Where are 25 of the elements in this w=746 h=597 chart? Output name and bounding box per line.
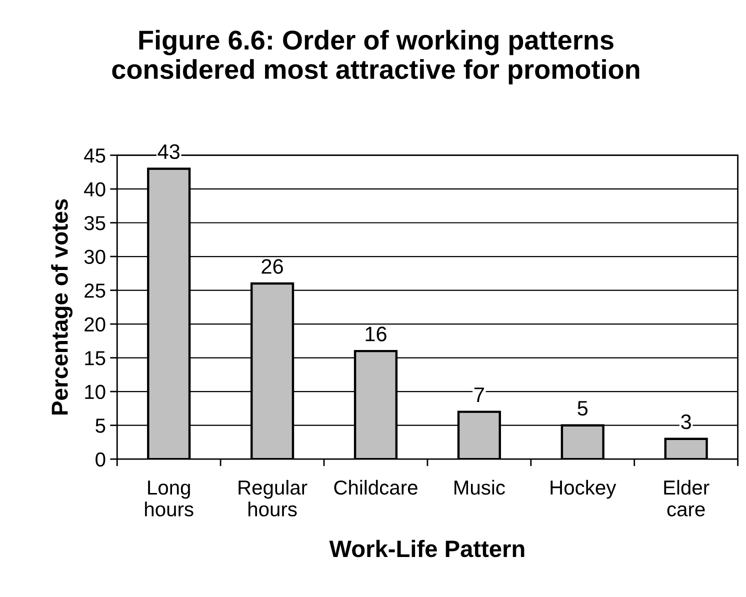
y-tick-label: 35 — [84, 216, 106, 230]
x-tick-label: Hockey — [550, 480, 616, 499]
y-tick-label: 15 — [85, 351, 106, 366]
x-tick-label: Childcare — [334, 480, 418, 495]
y-tick-label: 40 — [84, 182, 106, 196]
data-label: 16 — [366, 326, 386, 342]
y-tick-label: 20 — [84, 317, 106, 332]
y-tick-label: 10 — [85, 384, 106, 400]
x-tick-label: Elder care — [664, 480, 710, 516]
x-tick-label: Music — [454, 480, 505, 495]
x-axis-title: Work-Life Pattern — [329, 540, 524, 558]
data-label: 3 — [681, 414, 691, 430]
y-axis-title: Percentage of votes — [51, 199, 72, 415]
y-tick-label: 0 — [96, 452, 106, 467]
data-label: 43 — [158, 144, 180, 160]
data-label: 7 — [474, 388, 484, 402]
chart-title: Figure 6.6: Order of working patterns considered most attractive for promotion — [112, 30, 640, 84]
x-tick-label: Regular hours — [238, 480, 308, 516]
y-tick-label: 5 — [96, 418, 106, 433]
y-tick-label: 25 — [84, 284, 106, 298]
y-tick-label: 30 — [84, 250, 106, 264]
y-tick-label: 45 — [84, 148, 106, 163]
data-label: 5 — [578, 401, 588, 416]
data-label: 26 — [262, 259, 283, 274]
x-tick-label: Long hours — [145, 480, 194, 516]
